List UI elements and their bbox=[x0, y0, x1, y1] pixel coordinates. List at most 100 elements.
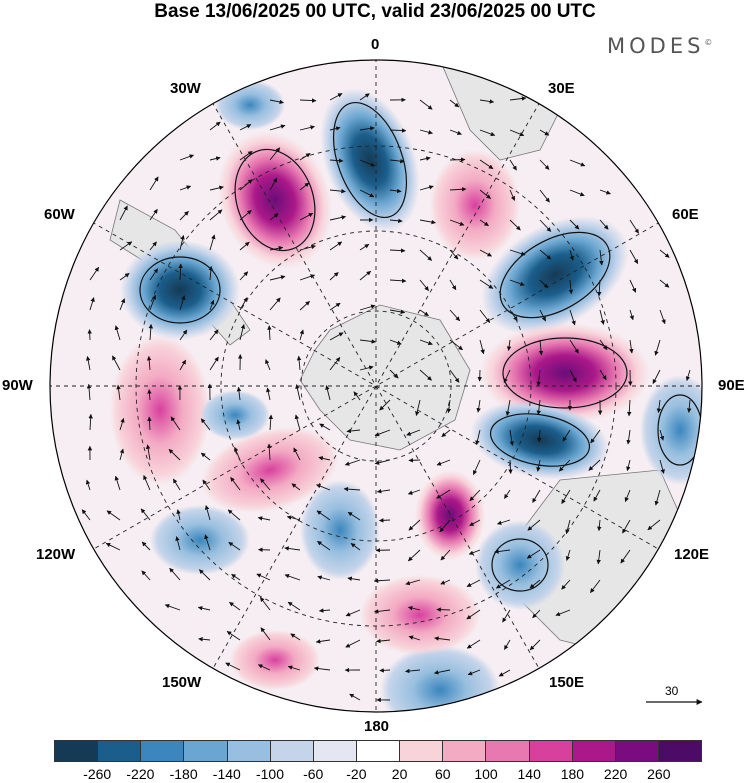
wind-vector-arrow bbox=[359, 270, 372, 281]
wind-vector-arrow bbox=[449, 309, 461, 322]
wind-vector-arrow bbox=[295, 384, 301, 401]
wind-vector-arrow bbox=[466, 609, 481, 620]
wind-vector-arrow bbox=[119, 241, 133, 251]
wind-vector-arrow bbox=[532, 609, 541, 619]
wind-vector-arrow bbox=[449, 157, 466, 162]
wind-vector-arrow bbox=[329, 158, 344, 163]
anomaly-center bbox=[120, 240, 240, 340]
wind-vector-arrow bbox=[479, 159, 494, 170]
wind-vector-arrow bbox=[209, 356, 219, 371]
wind-vector-arrow bbox=[81, 509, 91, 521]
wind-vector-arrow bbox=[116, 384, 121, 401]
wind-vector-arrow bbox=[569, 339, 579, 354]
wind-vector-arrow bbox=[405, 668, 421, 674]
colorbar-swatch bbox=[313, 741, 357, 761]
wind-vector-arrow bbox=[284, 574, 301, 581]
lon-label-30e: 30E bbox=[548, 80, 575, 97]
wind-vector-arrow bbox=[441, 429, 451, 438]
wind-vector-arrow bbox=[226, 631, 241, 641]
wind-vector-arrow bbox=[629, 249, 639, 264]
wind-vector-arrow bbox=[200, 418, 211, 431]
wind-vector-arrow bbox=[114, 475, 121, 491]
wind-vector-arrow bbox=[170, 416, 181, 431]
colorbar-swatch bbox=[443, 741, 487, 761]
wind-vector-arrow bbox=[168, 448, 181, 461]
wind-vector-arrow bbox=[239, 297, 248, 311]
wind-vector-arrow bbox=[299, 212, 314, 221]
wind-vector-arrow bbox=[231, 573, 241, 581]
wind-vector-arrow bbox=[359, 304, 376, 311]
wind-vector-arrow bbox=[239, 271, 249, 281]
anomaly-center bbox=[215, 80, 285, 130]
anomaly-center bbox=[218, 131, 332, 269]
wind-vector-arrow bbox=[209, 185, 224, 191]
wind-vector-arrow bbox=[466, 579, 481, 588]
wind-vector-arrow bbox=[659, 459, 665, 474]
wind-vector-arrow bbox=[269, 246, 284, 251]
wind-vector-arrow bbox=[294, 414, 301, 431]
wind-vector-arrow bbox=[347, 576, 361, 581]
wind-vector-arrow bbox=[599, 249, 604, 266]
colorbar-swatch bbox=[184, 741, 228, 761]
lon-label-150w: 150W bbox=[162, 674, 202, 691]
wind-vector-arrow bbox=[629, 309, 634, 321]
wind-vector-arrow bbox=[419, 185, 434, 191]
wind-vector-arrow bbox=[229, 601, 241, 611]
wind-vector-arrow bbox=[565, 519, 571, 535]
wind-vector-arrow bbox=[526, 549, 541, 559]
wind-vector-arrow bbox=[495, 579, 511, 589]
wind-vector-arrow bbox=[378, 518, 391, 523]
wind-vector-arrow bbox=[299, 125, 315, 131]
colorbar-tick-label: -20 bbox=[346, 766, 367, 782]
wind-vector-arrow bbox=[569, 369, 577, 383]
wind-vector-arrow bbox=[329, 215, 347, 221]
lon-label-90e: 90E bbox=[718, 377, 745, 394]
wind-vector-arrow bbox=[539, 279, 549, 289]
wind-vector-arrow bbox=[433, 669, 451, 675]
wind-vector-arrow bbox=[296, 355, 302, 371]
contour-lines bbox=[139, 101, 702, 592]
wind-vector-arrow bbox=[652, 369, 661, 385]
wind-vector-arrow bbox=[536, 369, 541, 387]
wind-vector-arrow bbox=[146, 355, 152, 371]
lon-label-60w: 60W bbox=[44, 206, 75, 223]
wind-vector-arrow bbox=[419, 129, 433, 135]
wind-vector-arrow bbox=[389, 218, 403, 224]
wind-vector-arrow bbox=[179, 185, 192, 191]
colorbar-swatch bbox=[227, 741, 271, 761]
wind-vector-arrow bbox=[565, 549, 571, 561]
wind-vector-arrow bbox=[508, 459, 513, 474]
wind-vector-arrow bbox=[284, 546, 301, 551]
wind-vector-arrow bbox=[479, 339, 485, 355]
anomaly-center bbox=[640, 375, 702, 485]
wind-vector-arrow bbox=[179, 234, 185, 251]
colorbar-swatch bbox=[400, 741, 444, 761]
wind-vector-arrow bbox=[269, 147, 281, 161]
brand-text: MODES bbox=[607, 34, 705, 58]
wind-vector-arrow bbox=[344, 459, 361, 466]
lon-label-150e: 150E bbox=[549, 674, 585, 691]
wind-vector-arrow bbox=[407, 605, 421, 611]
wind-vector-arrow bbox=[599, 309, 605, 325]
wind-vector-arrow bbox=[114, 325, 121, 341]
wind-vector-arrow bbox=[256, 573, 271, 581]
wind-vector-arrow bbox=[629, 279, 637, 293]
wind-vector-arrow bbox=[149, 268, 159, 281]
wind-vector-arrow bbox=[436, 489, 451, 499]
wind-vector-arrow bbox=[389, 248, 406, 253]
wind-vector-arrow bbox=[449, 129, 462, 135]
wind-vector-arrow bbox=[198, 636, 211, 642]
wind-vector-arrow bbox=[599, 189, 611, 195]
wind-vector-arrow bbox=[147, 416, 152, 431]
wind-vector-arrow bbox=[686, 399, 692, 413]
wind-vector-arrow bbox=[359, 93, 370, 101]
modes-logo: MODES© bbox=[607, 34, 712, 58]
wind-vector-arrow bbox=[202, 479, 211, 491]
wind-vector-arrow bbox=[469, 489, 481, 502]
wind-vector-arrow bbox=[269, 99, 284, 105]
wind-vector-arrow bbox=[149, 176, 159, 191]
wind-vector-arrow bbox=[537, 429, 542, 443]
wind-vector-arrow bbox=[176, 509, 181, 521]
wind-vector-arrow bbox=[590, 429, 601, 444]
